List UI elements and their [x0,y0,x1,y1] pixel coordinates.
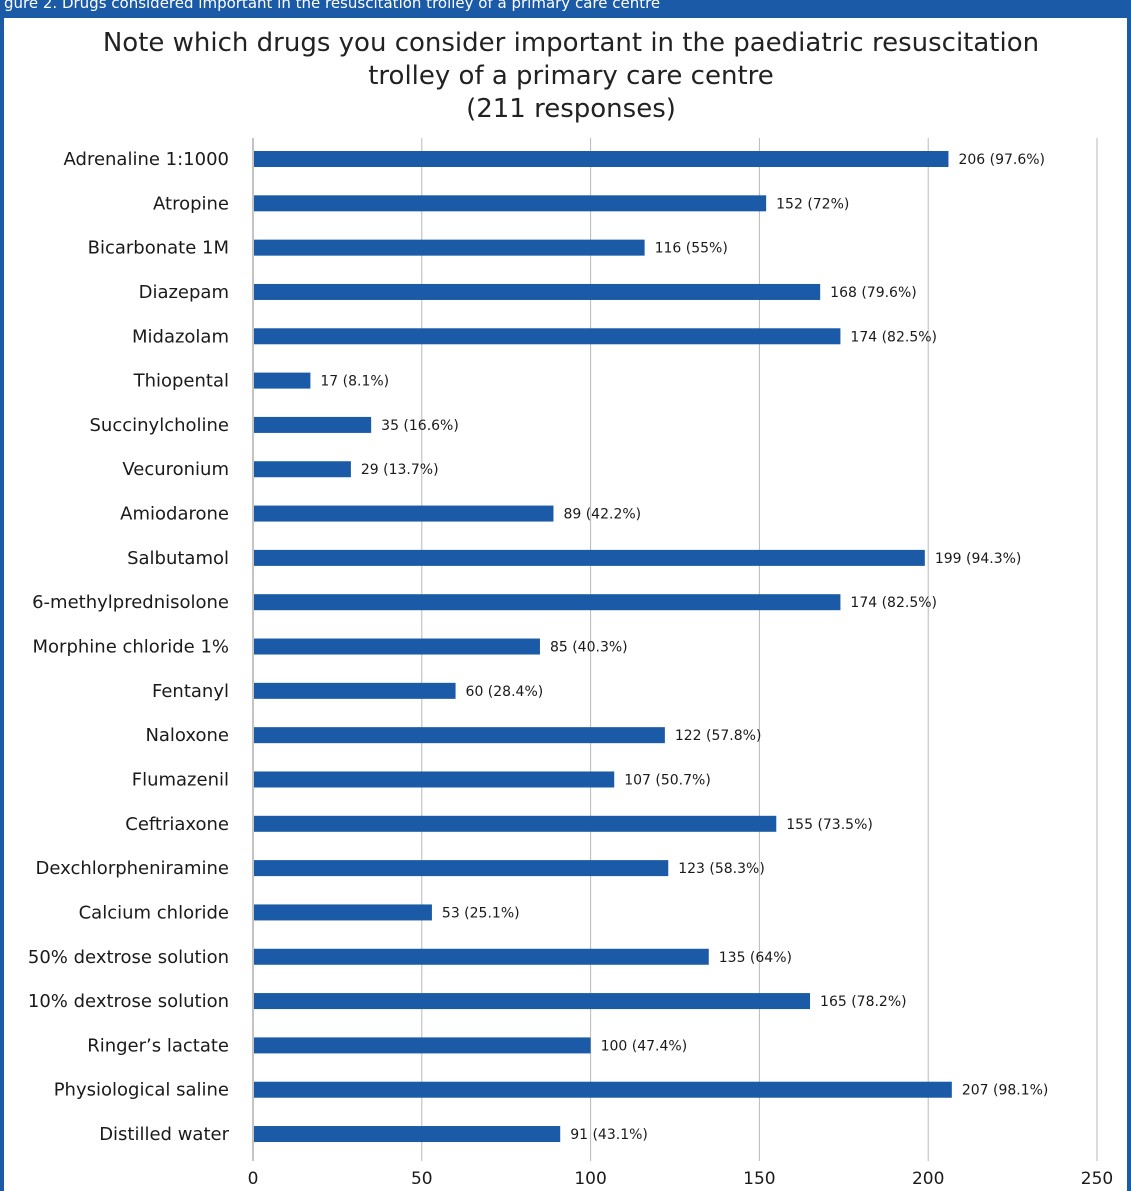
data-label: 91 (43.1%) [570,1127,648,1143]
category-label: Succinylcholine [90,415,230,436]
bar [254,1081,952,1098]
category-label: Distilled water [99,1124,229,1145]
data-label: 89 (42.2%) [563,507,641,523]
bar [254,151,949,167]
x-tick-label: 150 [743,1169,775,1189]
data-label: 122 (57.8%) [675,728,762,744]
category-label: Adrenaline 1:1000 [64,149,229,170]
chart-title-line: Note which drugs you consider important … [103,28,1039,58]
category-label: Amiodarone [120,504,229,525]
category-label: Ringer’s lactate [87,1035,229,1056]
bar [254,993,811,1010]
category-label: 50% dextrose solution [28,947,229,968]
bar [254,505,554,522]
bar [254,860,669,877]
data-label: 207 (98.1%) [962,1083,1049,1099]
bar [254,948,709,965]
figure-caption: gure 2. Drugs considered important in th… [4,0,661,12]
category-label: Bicarbonate 1M [88,238,229,259]
x-tick-label: 0 [248,1169,259,1189]
data-label: 17 (8.1%) [320,374,389,390]
figure-caption-bar: gure 2. Drugs considered important in th… [0,0,1131,18]
chart-title-line: trolley of a primary care centre [368,61,774,91]
category-label: Naloxone [145,725,229,746]
bar [254,904,432,921]
x-tick-label: 250 [1081,1169,1113,1189]
bar [254,1037,591,1054]
data-label: 135 (64%) [719,950,792,966]
bar [254,283,821,300]
category-label: 6-methylprednisolone [32,592,229,613]
category-label: Physiological saline [54,1080,229,1101]
chart-title-line: (211 responses) [466,94,676,124]
bar [254,239,645,256]
bar-chart: Note which drugs you consider important … [28,28,1113,1189]
data-label: 107 (50.7%) [624,772,711,788]
category-label: Atropine [153,193,229,214]
data-label: 29 (13.7%) [361,462,439,478]
data-label: 116 (55%) [655,241,728,257]
bar [254,771,615,788]
category-label: Ceftriaxone [125,814,229,835]
x-tick-label: 50 [411,1169,433,1189]
data-label: 174 (82.5%) [850,329,937,345]
data-label: 168 (79.6%) [830,285,917,301]
data-label: 100 (47.4%) [601,1038,688,1054]
bar [254,594,841,611]
data-label: 206 (97.6%) [958,152,1045,168]
category-label: Morphine chloride 1% [33,637,229,658]
chart-panel: Note which drugs you consider important … [4,18,1127,1191]
category-label: Diazepam [139,282,229,303]
data-label: 165 (78.2%) [820,994,907,1010]
category-label: Midazolam [132,326,229,347]
data-label: 152 (72%) [776,196,849,212]
data-label: 123 (58.3%) [678,861,765,877]
data-label: 199 (94.3%) [935,551,1022,567]
x-tick-label: 100 [574,1169,606,1189]
bar [254,727,665,744]
x-tick-label: 200 [912,1169,944,1189]
bar [254,682,456,699]
data-label: 155 (73.5%) [786,817,873,833]
category-label: Fentanyl [152,681,229,702]
category-label: Salbutamol [127,548,229,569]
category-label: Flumazenil [132,769,229,790]
bar [254,638,540,655]
data-label: 174 (82.5%) [850,595,937,611]
data-label: 60 (28.4%) [466,684,544,700]
bar [254,461,351,478]
bar [254,549,925,566]
bar [254,1126,561,1143]
bar [254,815,777,832]
category-label: Thiopental [133,371,229,392]
data-label: 85 (40.3%) [550,640,628,656]
bar [254,195,767,212]
data-label: 35 (16.6%) [381,418,459,434]
bar [254,372,311,389]
bar [254,328,841,345]
category-label: 10% dextrose solution [28,991,229,1012]
bar [254,416,372,433]
data-label: 53 (25.1%) [442,905,520,921]
category-label: Vecuronium [122,459,229,480]
category-label: Dexchlorpheniramine [36,858,229,879]
category-label: Calcium chloride [79,902,229,923]
